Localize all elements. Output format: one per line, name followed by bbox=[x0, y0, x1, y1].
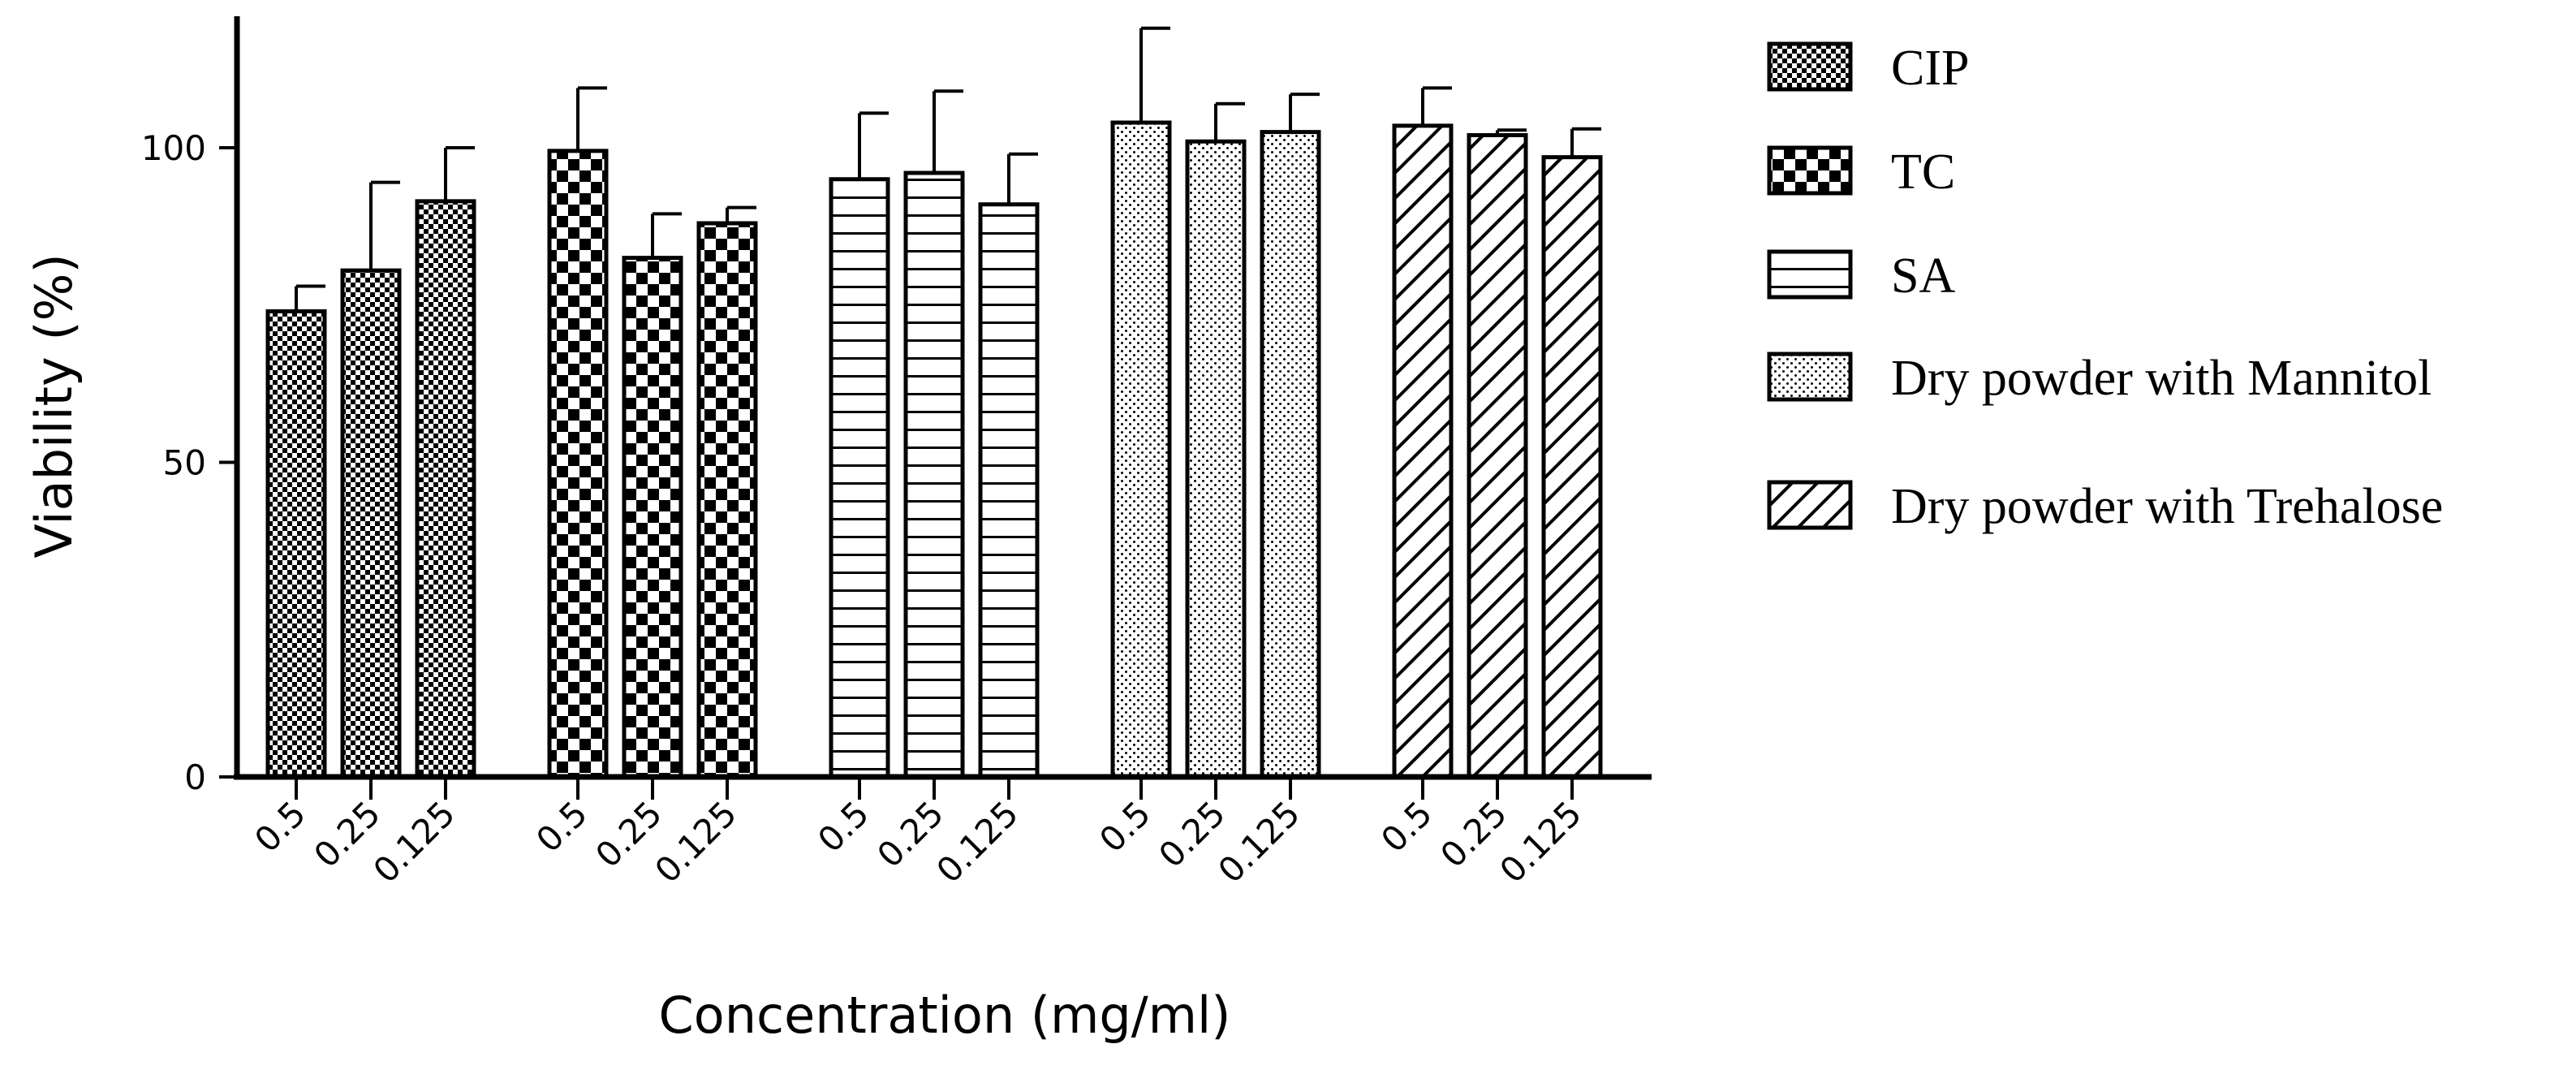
bar bbox=[547, 149, 609, 779]
legend-swatch bbox=[1767, 352, 1853, 402]
legend-swatch bbox=[1767, 249, 1853, 300]
bar bbox=[1185, 139, 1247, 779]
y-tick-label: 100 bbox=[141, 128, 206, 168]
x-ticks: 0.50.250.125 0.50.250.125 0.50.250.125 0.50… bbox=[247, 777, 1589, 891]
x-tick-label: 0.125 bbox=[365, 793, 463, 891]
x-tick-label: 0.5 bbox=[1373, 793, 1440, 860]
error-bars-layer bbox=[295, 26, 1601, 312]
legend-label: Dry powder with Mannitol bbox=[1891, 351, 2432, 406]
bar bbox=[622, 256, 683, 779]
bar bbox=[1541, 155, 1603, 779]
bar bbox=[265, 309, 327, 779]
legend-swatch bbox=[1767, 41, 1853, 92]
bar bbox=[829, 177, 890, 779]
legend: CIP TC SA Dry powder with Mannitol Dry powde… bbox=[1767, 41, 2443, 534]
x-tick-label: 0.125 bbox=[928, 793, 1026, 891]
y-tick-label: 50 bbox=[163, 443, 206, 483]
x-axis-label: Concentration (mg/ml) bbox=[659, 986, 1231, 1045]
x-tick-label: 0.125 bbox=[647, 793, 744, 891]
bar bbox=[1260, 130, 1321, 779]
x-tick-label: 0.5 bbox=[528, 793, 595, 860]
bars-layer bbox=[265, 120, 1603, 779]
y-ticks: 0 50 100 bbox=[141, 128, 237, 797]
bar bbox=[903, 170, 965, 779]
bar bbox=[1392, 123, 1454, 779]
legend-label: TC bbox=[1891, 145, 1955, 200]
x-tick-label: 0.125 bbox=[1492, 793, 1589, 891]
legend-swatch bbox=[1767, 145, 1853, 196]
y-tick-label: 0 bbox=[184, 757, 206, 797]
legend-swatch bbox=[1767, 480, 1853, 530]
legend-label: Dry powder with Trehalose bbox=[1891, 479, 2443, 534]
bar bbox=[340, 268, 402, 779]
x-tick-label: 0.125 bbox=[1210, 793, 1307, 891]
x-tick-label: 0.5 bbox=[810, 793, 877, 860]
y-axis-label: Viability (%) bbox=[24, 253, 84, 558]
bar bbox=[696, 221, 758, 779]
legend-label: SA bbox=[1891, 248, 1955, 304]
x-tick-label: 0.5 bbox=[1092, 793, 1158, 860]
x-tick-label: 0.5 bbox=[247, 793, 313, 860]
bar bbox=[415, 199, 476, 779]
legend-label: CIP bbox=[1891, 41, 1969, 96]
bar bbox=[1467, 133, 1528, 779]
bar bbox=[978, 202, 1040, 779]
bar bbox=[1110, 120, 1172, 779]
